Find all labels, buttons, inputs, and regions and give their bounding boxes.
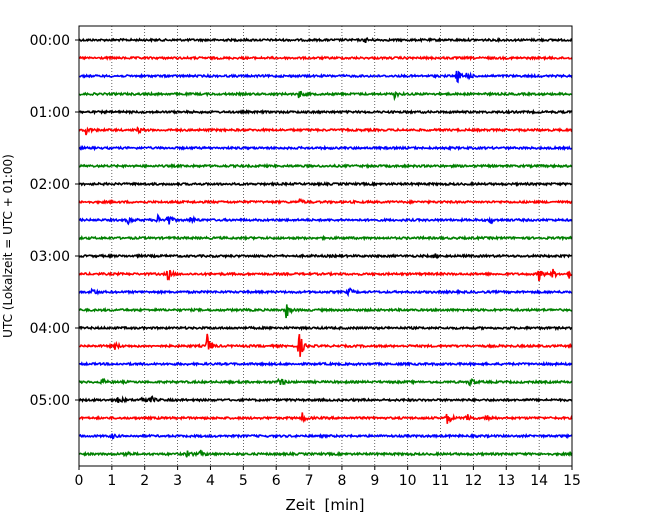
x-tick-label: 3 (173, 473, 182, 489)
seismogram-trace (78, 395, 573, 404)
seismogram-trace (78, 144, 573, 152)
seismogram-trace (78, 360, 573, 368)
x-tick-label: 9 (370, 473, 379, 489)
x-tick-label: 1 (107, 473, 116, 489)
seismogram-trace (78, 234, 573, 242)
x-tick-label: 13 (497, 473, 515, 489)
seismogram-trace (78, 108, 573, 116)
x-tick-label: 10 (399, 473, 417, 489)
seismogram-trace (78, 126, 573, 136)
y-axis-label: UTC (Lokalzeit = UTC + 01:00) (1, 154, 15, 338)
y-tick-label: 01:00 (30, 105, 70, 121)
x-tick-label: 11 (432, 473, 450, 489)
seismogram-trace (78, 36, 573, 44)
seismogram-trace (78, 70, 573, 84)
y-tick-label: 04:00 (30, 321, 70, 337)
seismogram-trace (78, 213, 573, 226)
seismogram-trace (78, 268, 573, 282)
seismogram-trace (78, 287, 573, 298)
x-tick-label: 5 (239, 473, 248, 489)
x-tick-label: 12 (464, 473, 482, 489)
y-tick-label: 03:00 (30, 249, 70, 265)
seismogram-trace (78, 325, 573, 332)
x-tick-label: 0 (75, 473, 84, 489)
x-axis-label: Zeit [min] (285, 496, 364, 514)
plot-frame (78, 25, 573, 467)
seismogram-trace (78, 449, 573, 458)
x-tick-label: 14 (530, 473, 548, 489)
seismogram-trace (78, 377, 573, 387)
x-tick-label: 8 (337, 473, 346, 489)
x-tick-label: 7 (305, 473, 314, 489)
x-axis-ticks: 0 1 2 3 4 5 6 7 8 9 10 11 12 13 14 15 (75, 466, 581, 489)
seismogram-trace (78, 252, 573, 260)
seismogram-trace (78, 55, 573, 62)
seismogram-trace (78, 162, 572, 170)
seismogram-trace (79, 304, 573, 319)
seismogram-trace (78, 90, 573, 102)
y-tick-label: 02:00 (30, 177, 70, 193)
seismogram-trace (78, 412, 573, 424)
seismogram-trace (78, 432, 573, 440)
y-tick-label: 05:00 (30, 393, 70, 409)
seismogram-trace (78, 333, 573, 357)
seismogram-trace (78, 197, 573, 206)
x-tick-label: 15 (563, 473, 581, 489)
x-tick-label: 6 (272, 473, 281, 489)
y-axis-ticks: 00:00 01:00 02:00 03:00 04:00 05:00 (30, 33, 79, 409)
trace-group (78, 36, 573, 458)
x-tick-label: 4 (206, 473, 215, 489)
y-tick-label: 00:00 (30, 33, 70, 49)
x-tick-label: 2 (140, 473, 149, 489)
seismogram-trace (78, 180, 573, 188)
grid-lines (111, 26, 540, 466)
